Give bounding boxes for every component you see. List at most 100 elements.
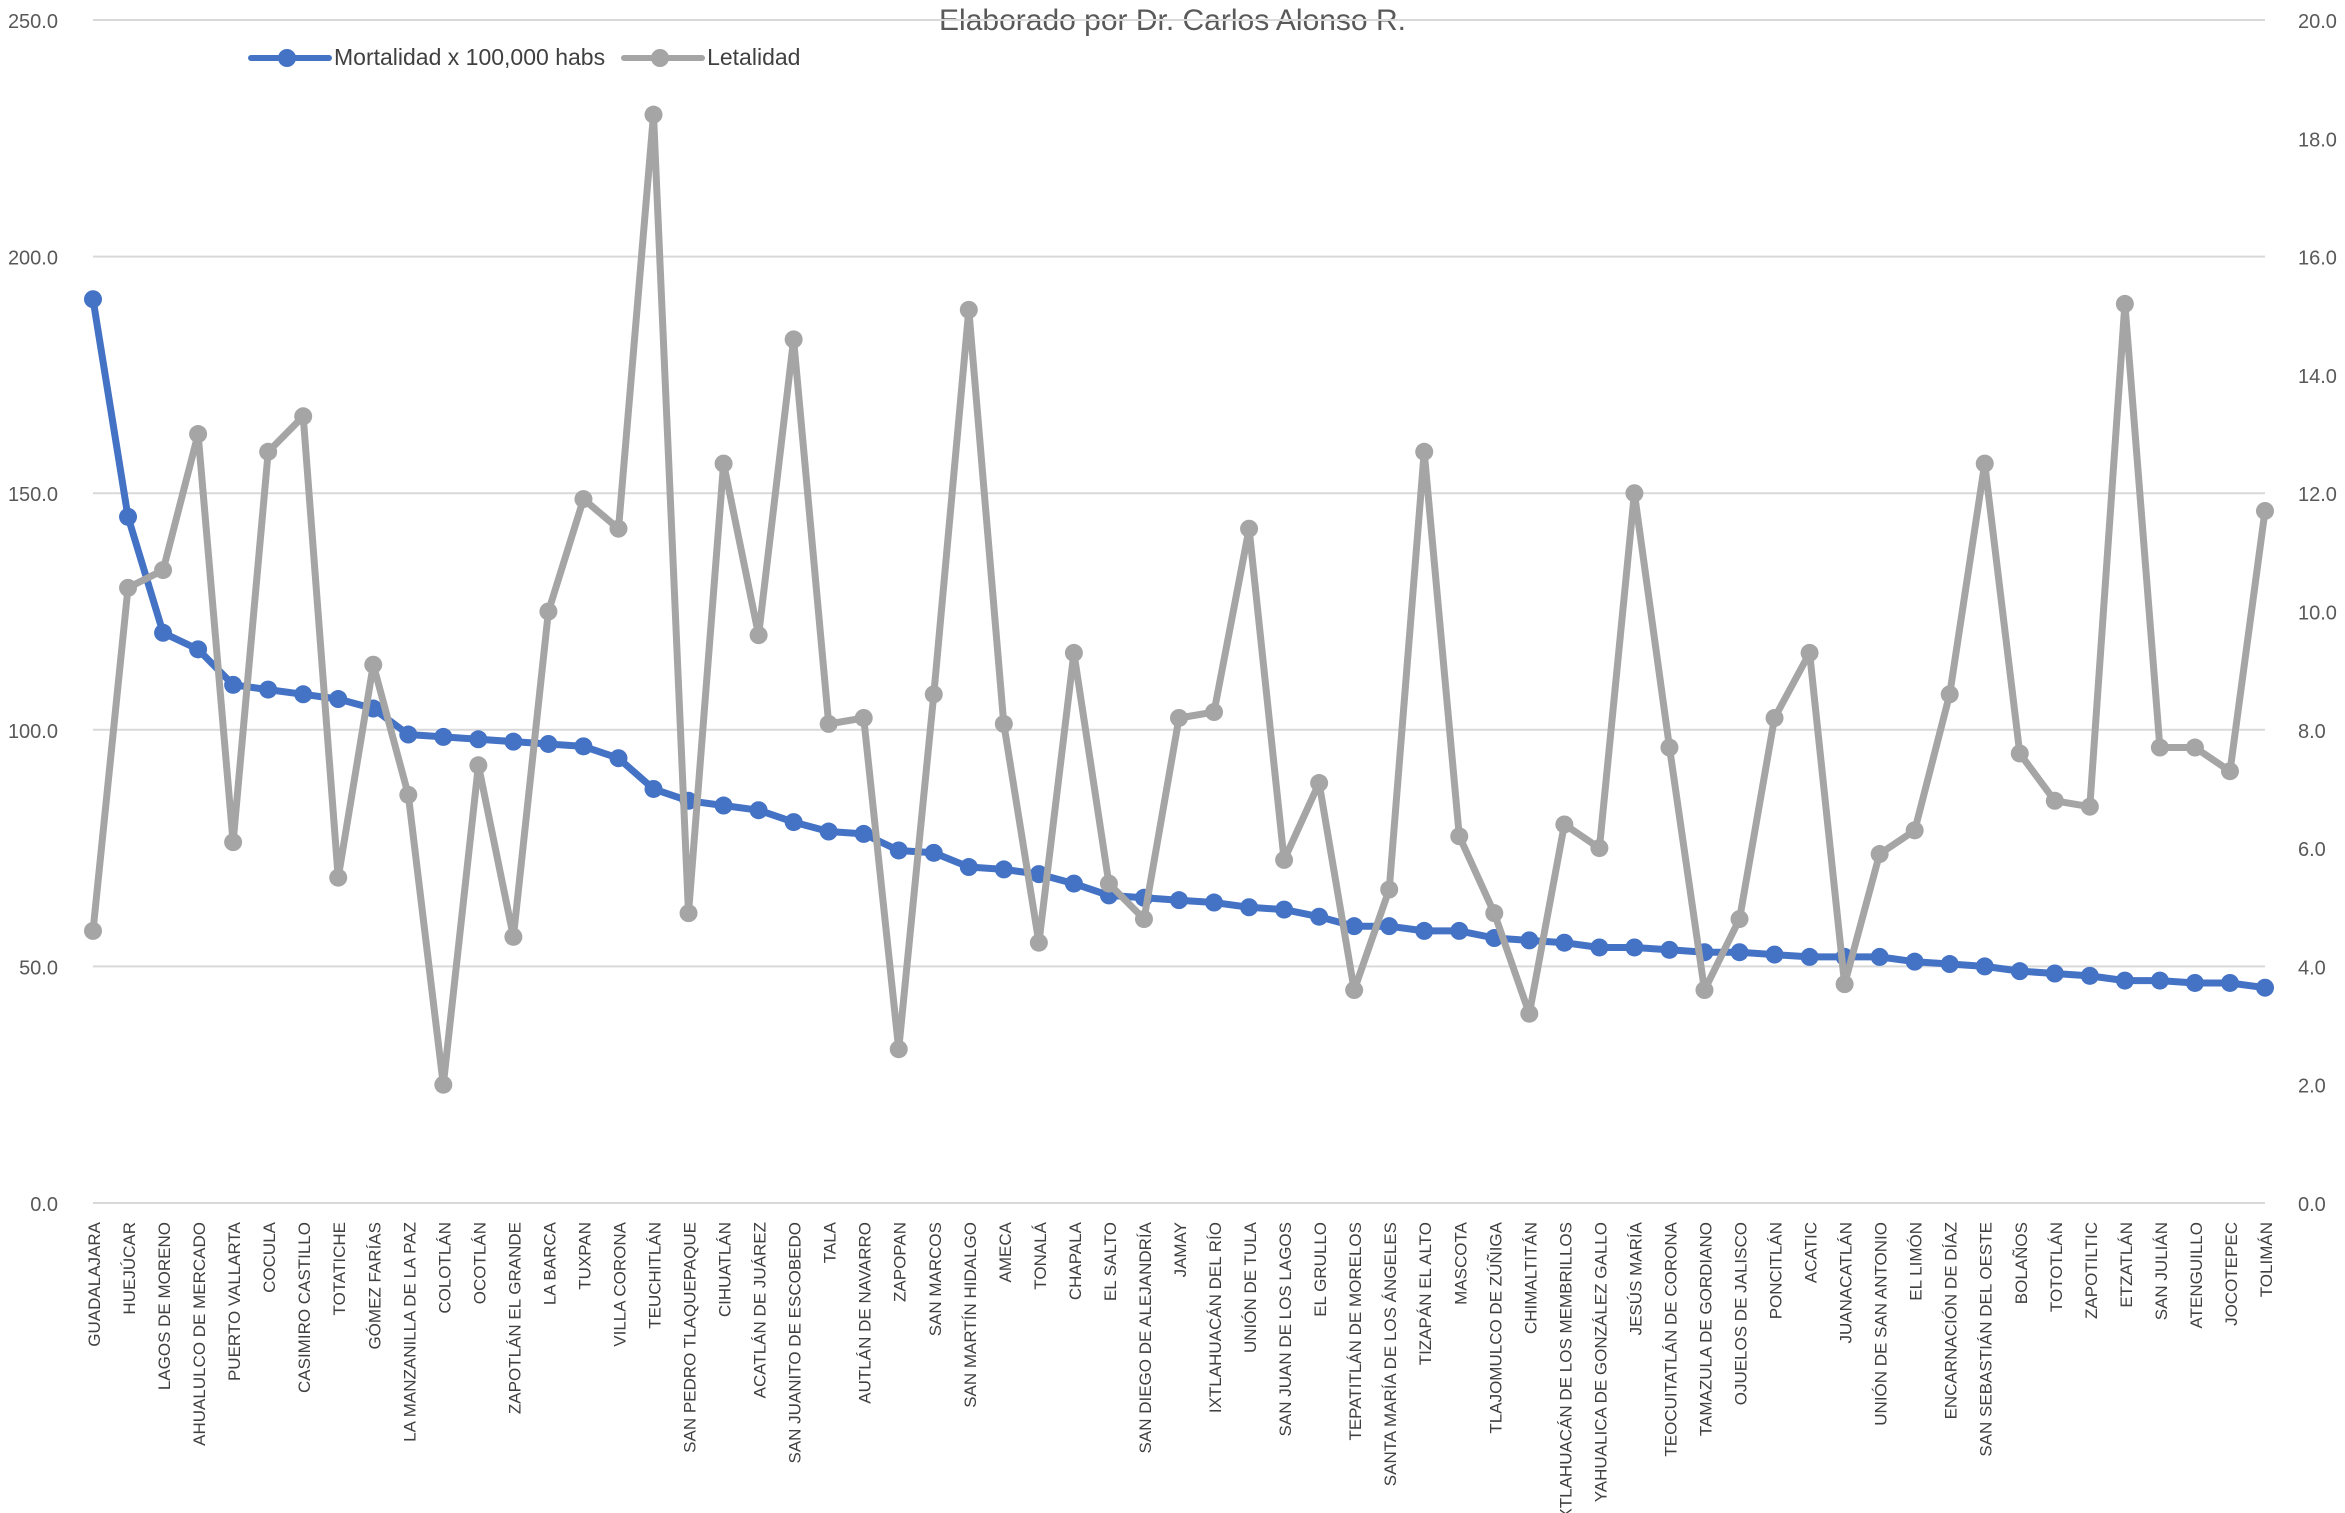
data-point <box>434 727 453 746</box>
x-tick-label: TAMAZULA DE GORDIANO <box>1696 1222 1715 1436</box>
y-tick-label-left: 0.0 <box>30 1194 58 1216</box>
x-tick-label: SAN MARCOS <box>926 1222 945 1336</box>
data-point <box>1029 933 1048 952</box>
series-letalidad <box>84 105 2274 1094</box>
data-point <box>2010 744 2029 763</box>
x-tick-label: ZAPOTILTIC <box>2082 1222 2101 1319</box>
y-tick-label-right: 6.0 <box>2298 839 2326 861</box>
data-point <box>959 858 978 877</box>
x-tick-label: GUADALAJARA <box>85 1221 104 1346</box>
x-tick-label: SAN JULIÁN <box>2152 1222 2171 1320</box>
data-point <box>1520 931 1539 950</box>
data-point <box>889 841 908 860</box>
data-point <box>1310 774 1329 793</box>
data-point <box>854 708 873 727</box>
data-point <box>749 626 768 645</box>
data-point <box>1380 880 1399 899</box>
data-point <box>189 425 208 444</box>
y-tick-label-right: 10.0 <box>2298 603 2337 625</box>
data-point <box>2080 966 2099 985</box>
x-tick-label: IXTLAHUACÁN DE LOS MEMBRILLOS <box>1556 1222 1575 1513</box>
x-tick-label: MASCOTA <box>1451 1221 1470 1304</box>
data-point <box>434 1075 453 1094</box>
x-tick-label: COCULA <box>260 1221 279 1293</box>
x-tick-label: GÓMEZ FARÍAS <box>365 1222 384 1350</box>
x-tick-label: AHUALULCO DE MERCADO <box>190 1222 209 1446</box>
data-point <box>469 756 488 775</box>
legend-swatch-mortalidad <box>248 46 332 70</box>
x-tick-label: EL GRULLO <box>1311 1222 1330 1317</box>
y-tick-label-left: 50.0 <box>19 957 58 979</box>
data-point <box>504 732 523 751</box>
data-point <box>1940 685 1959 704</box>
y-tick-label-right: 14.0 <box>2298 366 2337 388</box>
data-point <box>2185 973 2204 992</box>
data-point <box>644 779 663 798</box>
data-point <box>1625 938 1644 957</box>
x-tick-label: JAMAY <box>1171 1222 1190 1277</box>
data-point <box>1660 738 1679 757</box>
data-point <box>819 822 838 841</box>
data-point <box>1485 904 1504 923</box>
data-point <box>84 921 102 940</box>
x-tick-label: UNIÓN DE SAN ANTONIO <box>1872 1222 1891 1426</box>
data-point <box>1345 917 1364 936</box>
data-point <box>1835 975 1854 994</box>
data-point <box>1555 933 1574 952</box>
data-point <box>84 290 102 309</box>
data-point <box>1345 981 1364 1000</box>
data-point <box>294 407 313 426</box>
x-tick-label: ENCARNACIÓN DE DÍAZ <box>1942 1222 1961 1419</box>
y-tick-label-right: 4.0 <box>2298 957 2326 979</box>
x-tick-label: CASIMIRO CASTILLO <box>295 1222 314 1393</box>
data-point <box>399 785 418 804</box>
x-tick-label: EL SALTO <box>1101 1222 1120 1301</box>
data-point <box>1450 827 1469 846</box>
data-point <box>679 904 698 923</box>
data-point <box>749 801 768 820</box>
x-tick-label: ZAPOPAN <box>891 1222 910 1302</box>
data-point <box>259 680 278 699</box>
x-tick-label: BOLAÑOS <box>2012 1222 2031 1304</box>
data-point <box>1064 643 1083 662</box>
data-point <box>1205 893 1224 912</box>
data-point <box>1240 898 1259 917</box>
x-tick-label: SAN JUAN DE LOS LAGOS <box>1276 1222 1295 1436</box>
data-point <box>1975 454 1994 473</box>
x-tick-label: TOLIMÁN <box>2257 1222 2276 1297</box>
data-point <box>329 690 348 709</box>
data-point <box>2045 964 2064 983</box>
x-tick-label: TLAJOMULCO DE ZÚÑIGA <box>1486 1221 1505 1433</box>
data-point <box>854 824 873 843</box>
x-tick-label: CIHUATLÁN <box>716 1222 735 1317</box>
data-point <box>1905 821 1924 840</box>
data-point <box>1730 910 1749 929</box>
x-tick-label: TEUCHITLÁN <box>646 1222 665 1329</box>
data-point <box>1625 484 1644 503</box>
x-tick-label: SAN PEDRO TLAQUEPAQUE <box>681 1222 700 1453</box>
legend-item-mortalidad: Mortalidad x 100,000 habs <box>248 44 615 71</box>
data-point <box>1205 703 1224 722</box>
data-point <box>224 675 243 694</box>
data-point <box>2220 762 2239 781</box>
x-tick-label: IXTLAHUACÁN DEL RÍO <box>1206 1222 1225 1413</box>
y-tick-label-right: 2.0 <box>2298 1076 2326 1098</box>
data-point <box>1415 921 1434 940</box>
data-point <box>1975 957 1994 976</box>
data-point <box>1730 943 1749 962</box>
y-tick-label-right: 0.0 <box>2298 1194 2326 1216</box>
data-point <box>504 927 523 946</box>
data-point <box>994 714 1013 733</box>
legend-label-letalidad: Letalidad <box>707 44 801 70</box>
x-tick-label: SAN JUANITO DE ESCOBEDO <box>786 1222 805 1464</box>
data-point <box>1275 900 1294 919</box>
data-point <box>1064 874 1083 893</box>
x-tick-label: JESÚS MARÍA <box>1626 1221 1645 1335</box>
y-tick-label-left: 250.0 <box>8 11 58 33</box>
data-point <box>714 796 733 815</box>
data-point <box>539 734 558 753</box>
data-point <box>784 813 803 832</box>
x-tick-label: ACATLÁN DE JUÁREZ <box>751 1222 770 1398</box>
x-tick-label: ACATIC <box>1802 1222 1821 1283</box>
